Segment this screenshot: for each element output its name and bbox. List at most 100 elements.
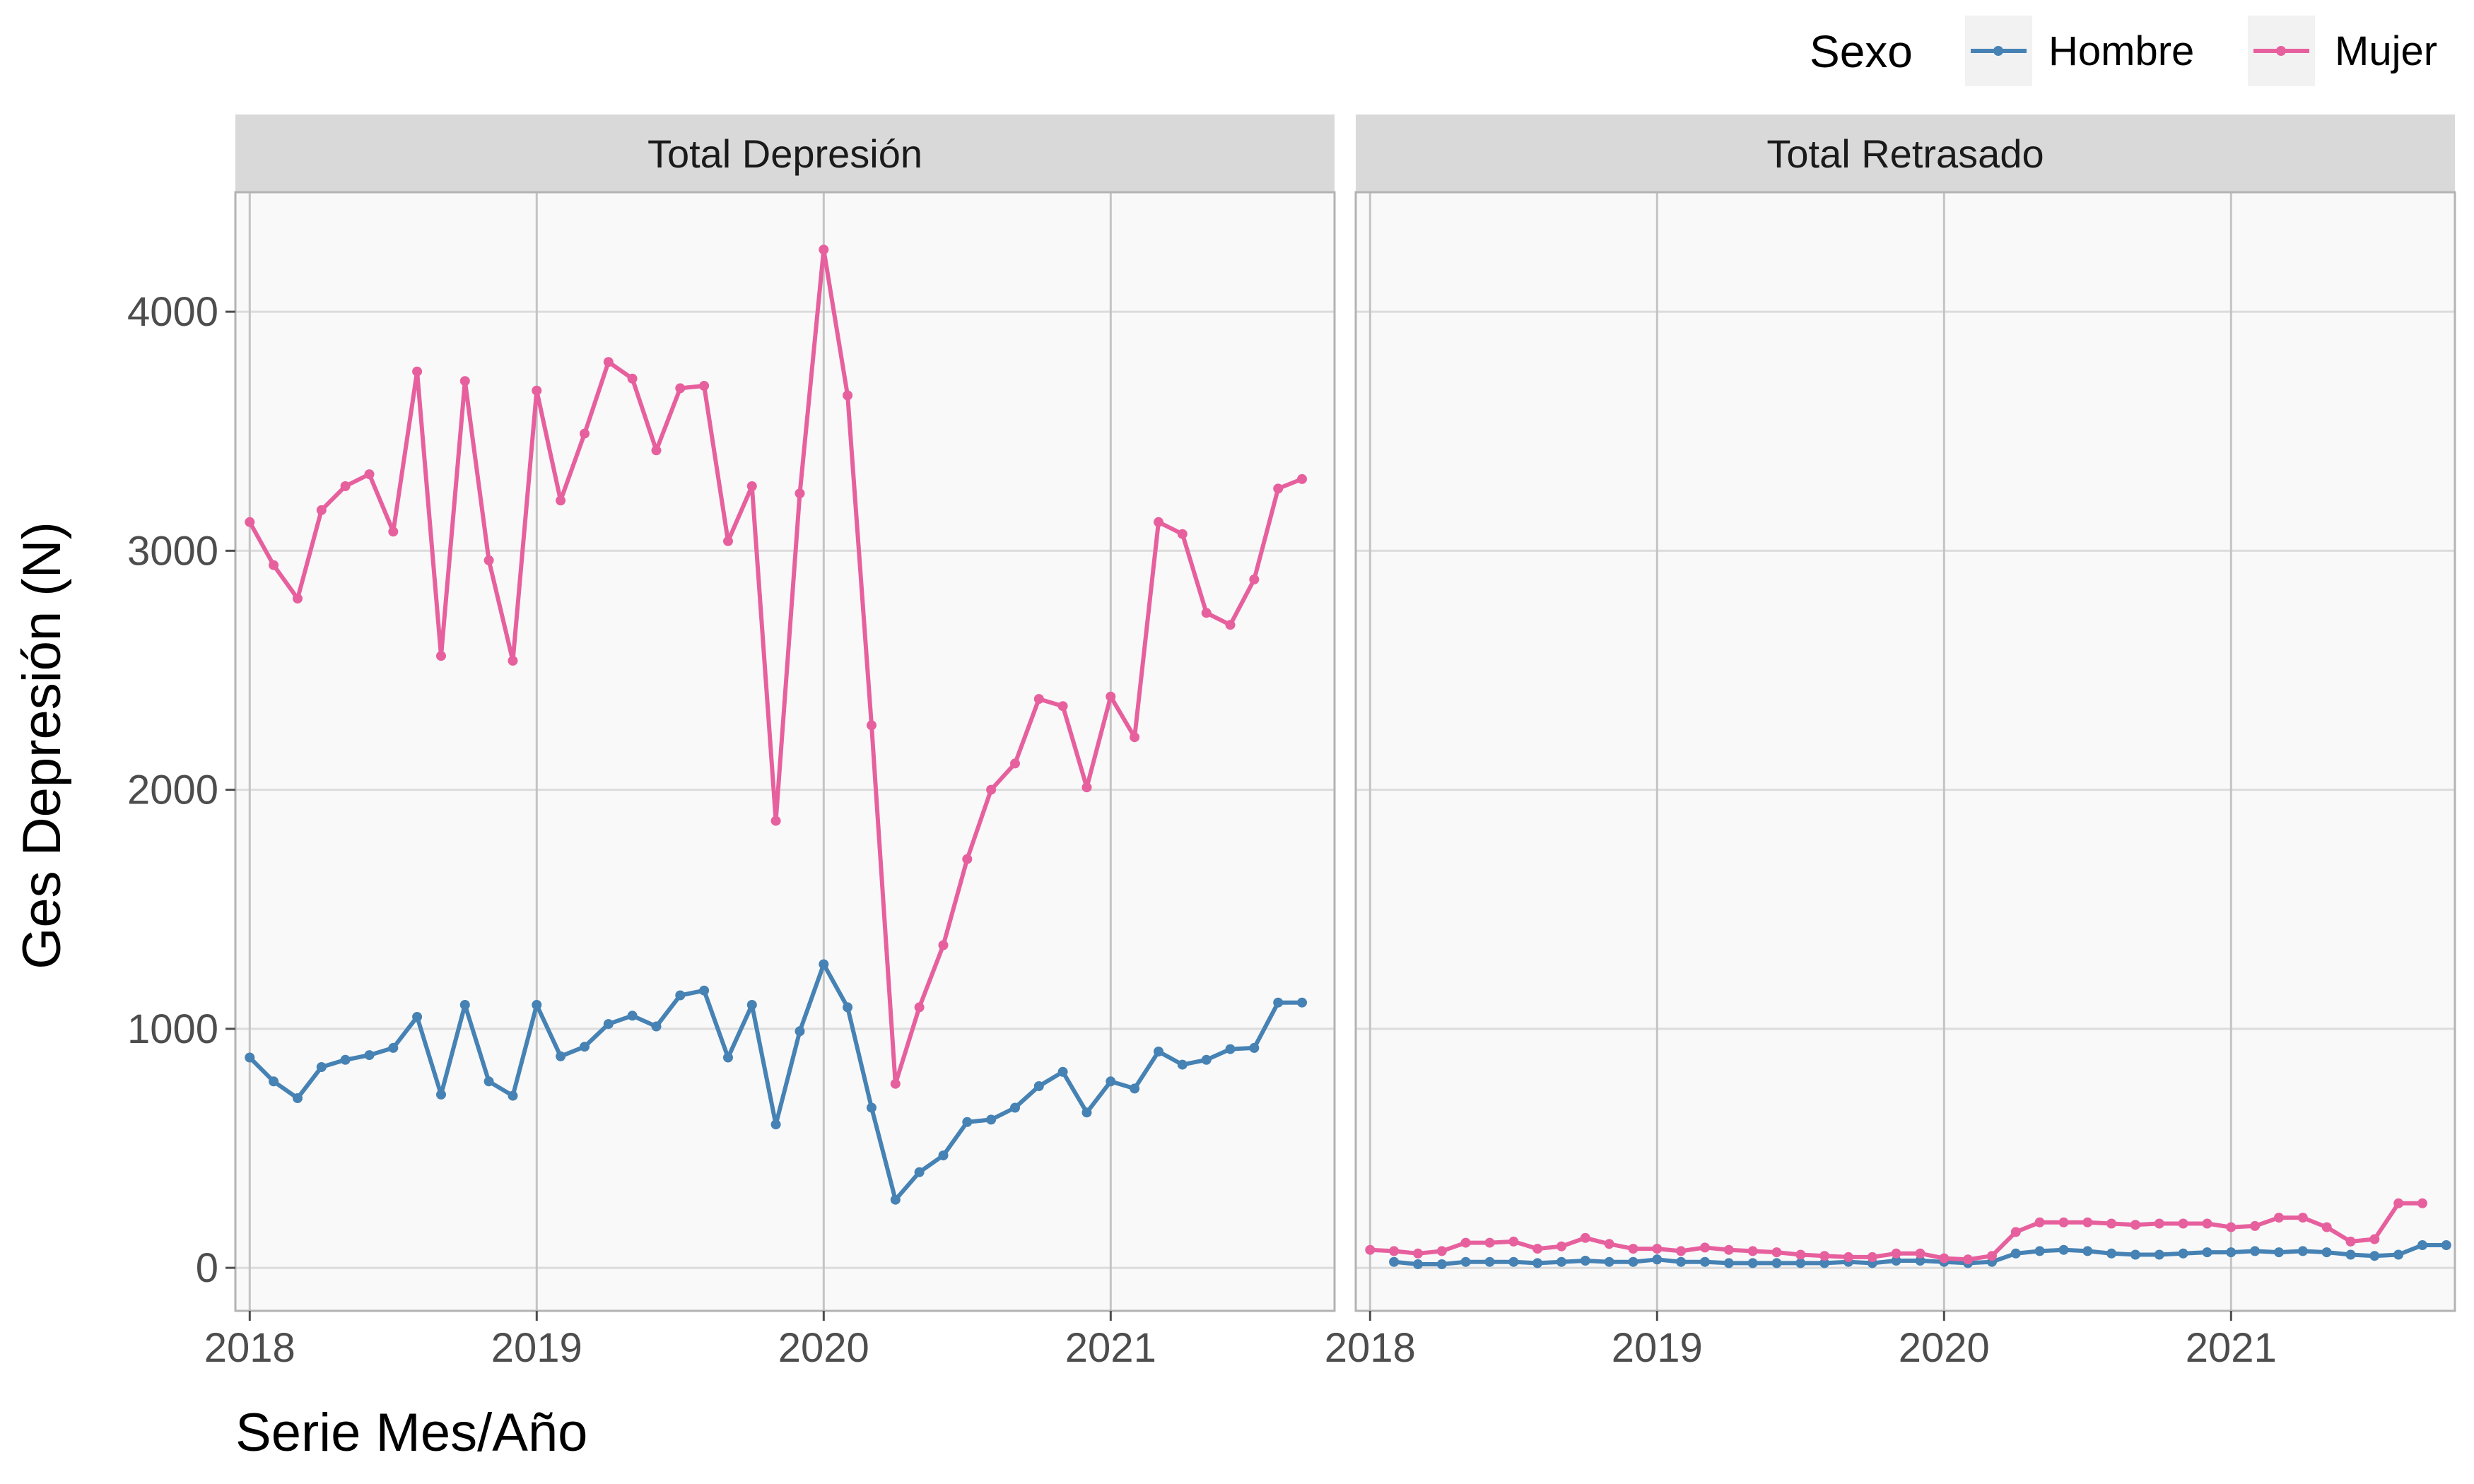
data-point: [1915, 1256, 1925, 1266]
data-point: [388, 526, 399, 537]
data-point: [1652, 1254, 1663, 1265]
data-point: [938, 1150, 949, 1161]
data-point: [2130, 1220, 2140, 1230]
data-point: [1771, 1258, 1782, 1268]
legend-label-hombre: Hombre: [2048, 28, 2194, 74]
data-point: [459, 376, 470, 387]
y-axis-title: Ges Depresión (N): [12, 522, 72, 970]
data-point: [245, 517, 255, 527]
data-point: [508, 656, 518, 666]
data-point: [1249, 575, 1260, 584]
data-point: [819, 959, 829, 970]
x-tick-label: 2020: [1899, 1325, 1990, 1371]
data-point: [2082, 1217, 2093, 1227]
plot-background: [1356, 192, 2455, 1311]
data-point: [723, 1052, 733, 1063]
data-point: [1033, 1081, 1044, 1091]
data-point: [2082, 1246, 2093, 1256]
data-point: [580, 428, 590, 439]
data-point: [483, 555, 494, 565]
data-point: [843, 390, 853, 401]
series-mujer: [1365, 1198, 2427, 1265]
data-point: [1532, 1258, 1543, 1268]
data-point: [532, 1000, 542, 1010]
data-point: [1413, 1259, 1423, 1269]
data-point: [1365, 1244, 1376, 1255]
data-point: [2274, 1213, 2284, 1223]
data-point: [819, 245, 829, 255]
data-point: [1508, 1236, 1519, 1247]
legend-item-hombre: Hombre: [1965, 16, 2194, 86]
data-point: [1154, 1047, 1163, 1056]
data-point: [1010, 758, 1020, 769]
y-tick-label: 2000: [127, 767, 218, 813]
data-point: [1033, 694, 1044, 705]
data-point: [1484, 1237, 1495, 1248]
data-point: [1484, 1256, 1495, 1267]
data-point: [723, 536, 733, 546]
data-point: [1628, 1256, 1638, 1267]
legend-label-mujer: Mujer: [2335, 28, 2437, 74]
data-point: [364, 469, 375, 480]
data-point: [269, 1076, 279, 1087]
data-point: [2202, 1247, 2212, 1258]
data-point: [1819, 1258, 1830, 1268]
data-point: [962, 854, 973, 864]
data-point: [1891, 1248, 1901, 1259]
data-point: [1297, 997, 1307, 1008]
data-point: [2441, 1240, 2451, 1250]
panel-strip: [1356, 114, 2455, 192]
data-point: [1915, 1248, 1925, 1259]
data-point: [2010, 1227, 2021, 1237]
y-tick-label: 0: [196, 1245, 218, 1291]
data-point: [1795, 1249, 1806, 1260]
data-point: [627, 373, 638, 384]
data-point: [867, 1102, 877, 1113]
data-point: [1130, 732, 1140, 743]
data-point: [1963, 1254, 1974, 1265]
series-mujer: [245, 245, 1307, 1089]
data-point: [412, 366, 423, 377]
data-point: [1843, 1252, 1853, 1262]
data-point: [1676, 1256, 1687, 1267]
data-point: [2417, 1240, 2427, 1250]
data-point: [293, 1093, 303, 1103]
data-point: [2297, 1213, 2308, 1223]
data-point: [1389, 1246, 1400, 1256]
legend-item-mujer: Mujer: [2248, 16, 2437, 86]
data-point: [890, 1078, 901, 1089]
data-point: [2106, 1218, 2117, 1229]
legend-key-hombre-point: [1993, 46, 2003, 56]
data-point: [795, 488, 805, 499]
data-point: [459, 1000, 470, 1010]
data-point: [1057, 1066, 1068, 1077]
data-point: [2154, 1218, 2164, 1229]
data-point: [2106, 1248, 2117, 1259]
data-point: [1273, 997, 1284, 1008]
data-point: [316, 1062, 327, 1072]
data-point: [795, 1026, 805, 1037]
data-point: [1225, 620, 1236, 630]
legend-title: Sexo: [1810, 26, 1913, 77]
data-point: [770, 1119, 781, 1130]
data-point: [1201, 608, 1212, 618]
data-point: [1604, 1239, 1614, 1249]
data-point: [938, 940, 949, 950]
data-point: [2393, 1249, 2404, 1260]
data-point: [1106, 691, 1116, 702]
data-point: [412, 1012, 423, 1022]
data-point: [580, 1042, 590, 1052]
data-point: [1297, 473, 1307, 484]
data-point: [1010, 1102, 1020, 1113]
data-point: [1604, 1256, 1614, 1267]
data-point: [1723, 1244, 1734, 1255]
data-point: [1177, 1059, 1188, 1070]
data-point: [2154, 1249, 2164, 1260]
data-point: [914, 1167, 925, 1177]
data-point: [843, 1002, 853, 1013]
x-tick-label: 2020: [778, 1325, 869, 1371]
legend-key-mujer-point: [2276, 46, 2286, 56]
data-point: [2034, 1217, 2045, 1227]
data-point: [770, 815, 781, 826]
